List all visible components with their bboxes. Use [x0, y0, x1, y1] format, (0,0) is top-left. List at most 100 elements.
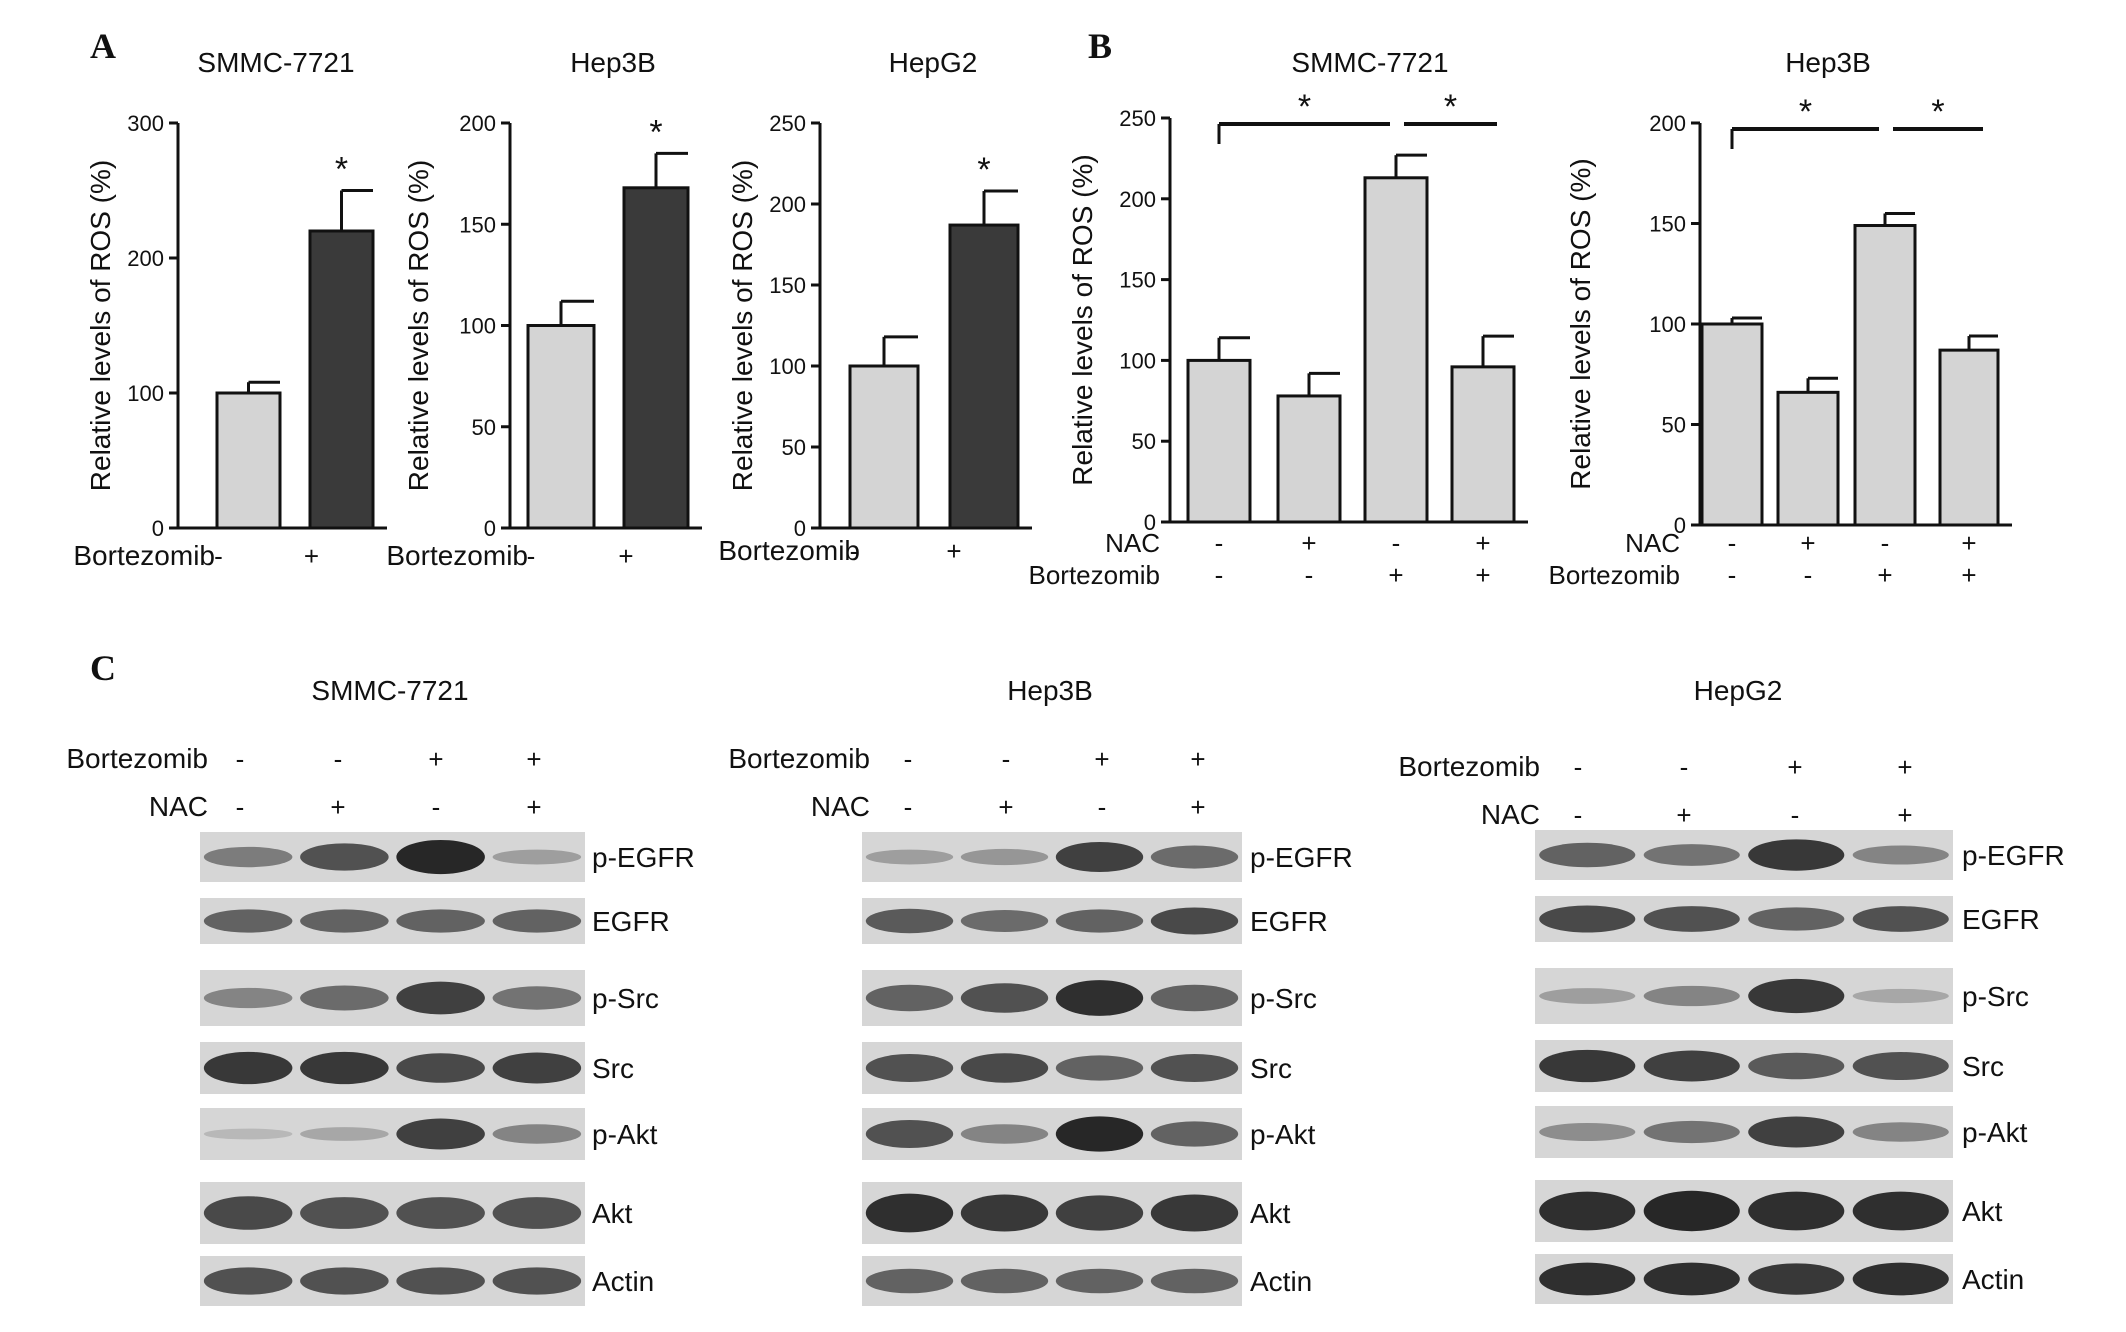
bar-charts: SMMC-7721 Relative levels of ROS (%) 0 100 2…: [73, 47, 2012, 590]
blot-band: [1539, 905, 1636, 933]
blot-band: [300, 1197, 389, 1229]
blot-band: [396, 1267, 485, 1295]
blot-band: [1748, 1263, 1845, 1295]
blot-band: [300, 1267, 389, 1295]
condition-label: Bortezomib: [386, 540, 528, 571]
treatment-sign: +: [1190, 744, 1205, 774]
bar: [526, 324, 596, 530]
panel-letter-b: B: [1088, 26, 1112, 66]
condition-sign: -: [1305, 560, 1314, 590]
treatment-sign: +: [1190, 792, 1205, 822]
treatment-sign: +: [998, 792, 1013, 822]
condition-sign: -: [1804, 560, 1813, 590]
blot-band: [1055, 980, 1144, 1016]
y-axis-label: Relative levels of ROS (%): [403, 160, 434, 491]
y-tick-label: 50: [1662, 413, 1686, 438]
y-tick-label: 0: [794, 516, 806, 541]
blot-band: [396, 981, 485, 1015]
bar: [1853, 224, 1917, 527]
bar: [308, 229, 375, 530]
blot-band: [1150, 1121, 1239, 1147]
protein-label: p-EGFR: [592, 842, 695, 873]
blot-band: [865, 984, 954, 1012]
protein-label: EGFR: [1962, 904, 2040, 935]
treatment-sign: -: [334, 744, 343, 774]
blot-band: [203, 1196, 293, 1230]
treatment-sign: +: [1897, 752, 1912, 782]
protein-label: p-Src: [592, 983, 659, 1014]
treatment-sign: -: [432, 792, 441, 822]
bar-chart-3: SMMC-7721 Relative levels of ROS (%) 0 50 10…: [1029, 47, 1528, 590]
blot-band: [1852, 845, 1949, 865]
y-tick-label: 250: [769, 111, 806, 136]
protein-label: Akt: [1962, 1196, 2003, 1227]
condition-sign: -: [1392, 528, 1401, 558]
y-tick-label: 100: [1649, 312, 1686, 337]
blot-band: [1055, 909, 1144, 933]
treatment-sign: +: [1787, 752, 1802, 782]
blot-band: [300, 843, 389, 871]
y-tick-label: 150: [1649, 212, 1686, 237]
blot-band: [396, 839, 485, 875]
protein-label: p-Akt: [592, 1119, 658, 1150]
condition-label: Bortezomib: [718, 535, 860, 566]
protein-label: p-Akt: [1962, 1117, 2028, 1148]
y-tick-label: 300: [127, 111, 164, 136]
y-tick-label: 50: [1132, 429, 1156, 454]
bracket-star: *: [1931, 93, 1944, 131]
blot-band: [1643, 1262, 1740, 1296]
bracket-star: *: [1799, 93, 1812, 131]
bar-chart-1: Hep3B Relative levels of ROS (%) 0 50 100 150…: [386, 47, 702, 571]
blot-band: [1643, 985, 1740, 1007]
blot-band: [1643, 1120, 1740, 1144]
condition-sign: +: [1388, 560, 1403, 590]
protein-label: p-Src: [1250, 983, 1317, 1014]
condition-label: Bortezomib: [1549, 560, 1681, 590]
blot-band: [960, 1053, 1049, 1083]
treatment-sign: -: [1574, 752, 1583, 782]
treatment-sign: -: [1098, 792, 1107, 822]
y-tick-label: 0: [484, 516, 496, 541]
blot-band: [300, 909, 389, 933]
treatment-label: Bortezomib: [728, 743, 870, 774]
bar: [1700, 322, 1764, 527]
y-tick-label: 100: [769, 354, 806, 379]
blot-band: [300, 1051, 389, 1085]
protein-label: Src: [1250, 1053, 1292, 1084]
blot-band: [1748, 1191, 1845, 1231]
blot-band: [960, 910, 1049, 932]
condition-sign: -: [214, 541, 223, 571]
blot-band: [865, 849, 954, 865]
y-tick-label: 50: [472, 415, 496, 440]
treatment-sign: -: [1574, 800, 1583, 830]
treatment-label: Bortezomib: [66, 743, 208, 774]
condition-sign: +: [618, 541, 633, 571]
blot-band: [865, 1268, 954, 1294]
blot-band: [960, 1268, 1049, 1294]
treatment-label: NAC: [811, 791, 870, 822]
blot-band: [300, 985, 389, 1011]
treatment-sign: +: [428, 744, 443, 774]
condition-label: Bortezomib: [1029, 560, 1161, 590]
protein-label: p-Akt: [1250, 1119, 1316, 1150]
blot-band: [1055, 1116, 1144, 1152]
blot-band: [1539, 1262, 1636, 1296]
blot-band: [492, 909, 582, 933]
condition-sign: -: [1881, 528, 1890, 558]
significance-star: *: [977, 151, 990, 189]
y-tick-label: 200: [1119, 187, 1156, 212]
protein-label: EGFR: [592, 906, 670, 937]
blot-band: [396, 1197, 485, 1229]
treatment-sign: +: [526, 744, 541, 774]
blot-band: [203, 846, 293, 868]
treatment-sign: +: [1897, 800, 1912, 830]
treatment-label: NAC: [1481, 799, 1540, 830]
protein-label: Actin: [592, 1266, 654, 1297]
blot-band: [492, 986, 582, 1010]
bar: [1363, 176, 1429, 524]
protein-label: p-EGFR: [1962, 840, 2065, 871]
protein-label: Actin: [1962, 1264, 2024, 1295]
blot-band: [203, 1051, 293, 1085]
